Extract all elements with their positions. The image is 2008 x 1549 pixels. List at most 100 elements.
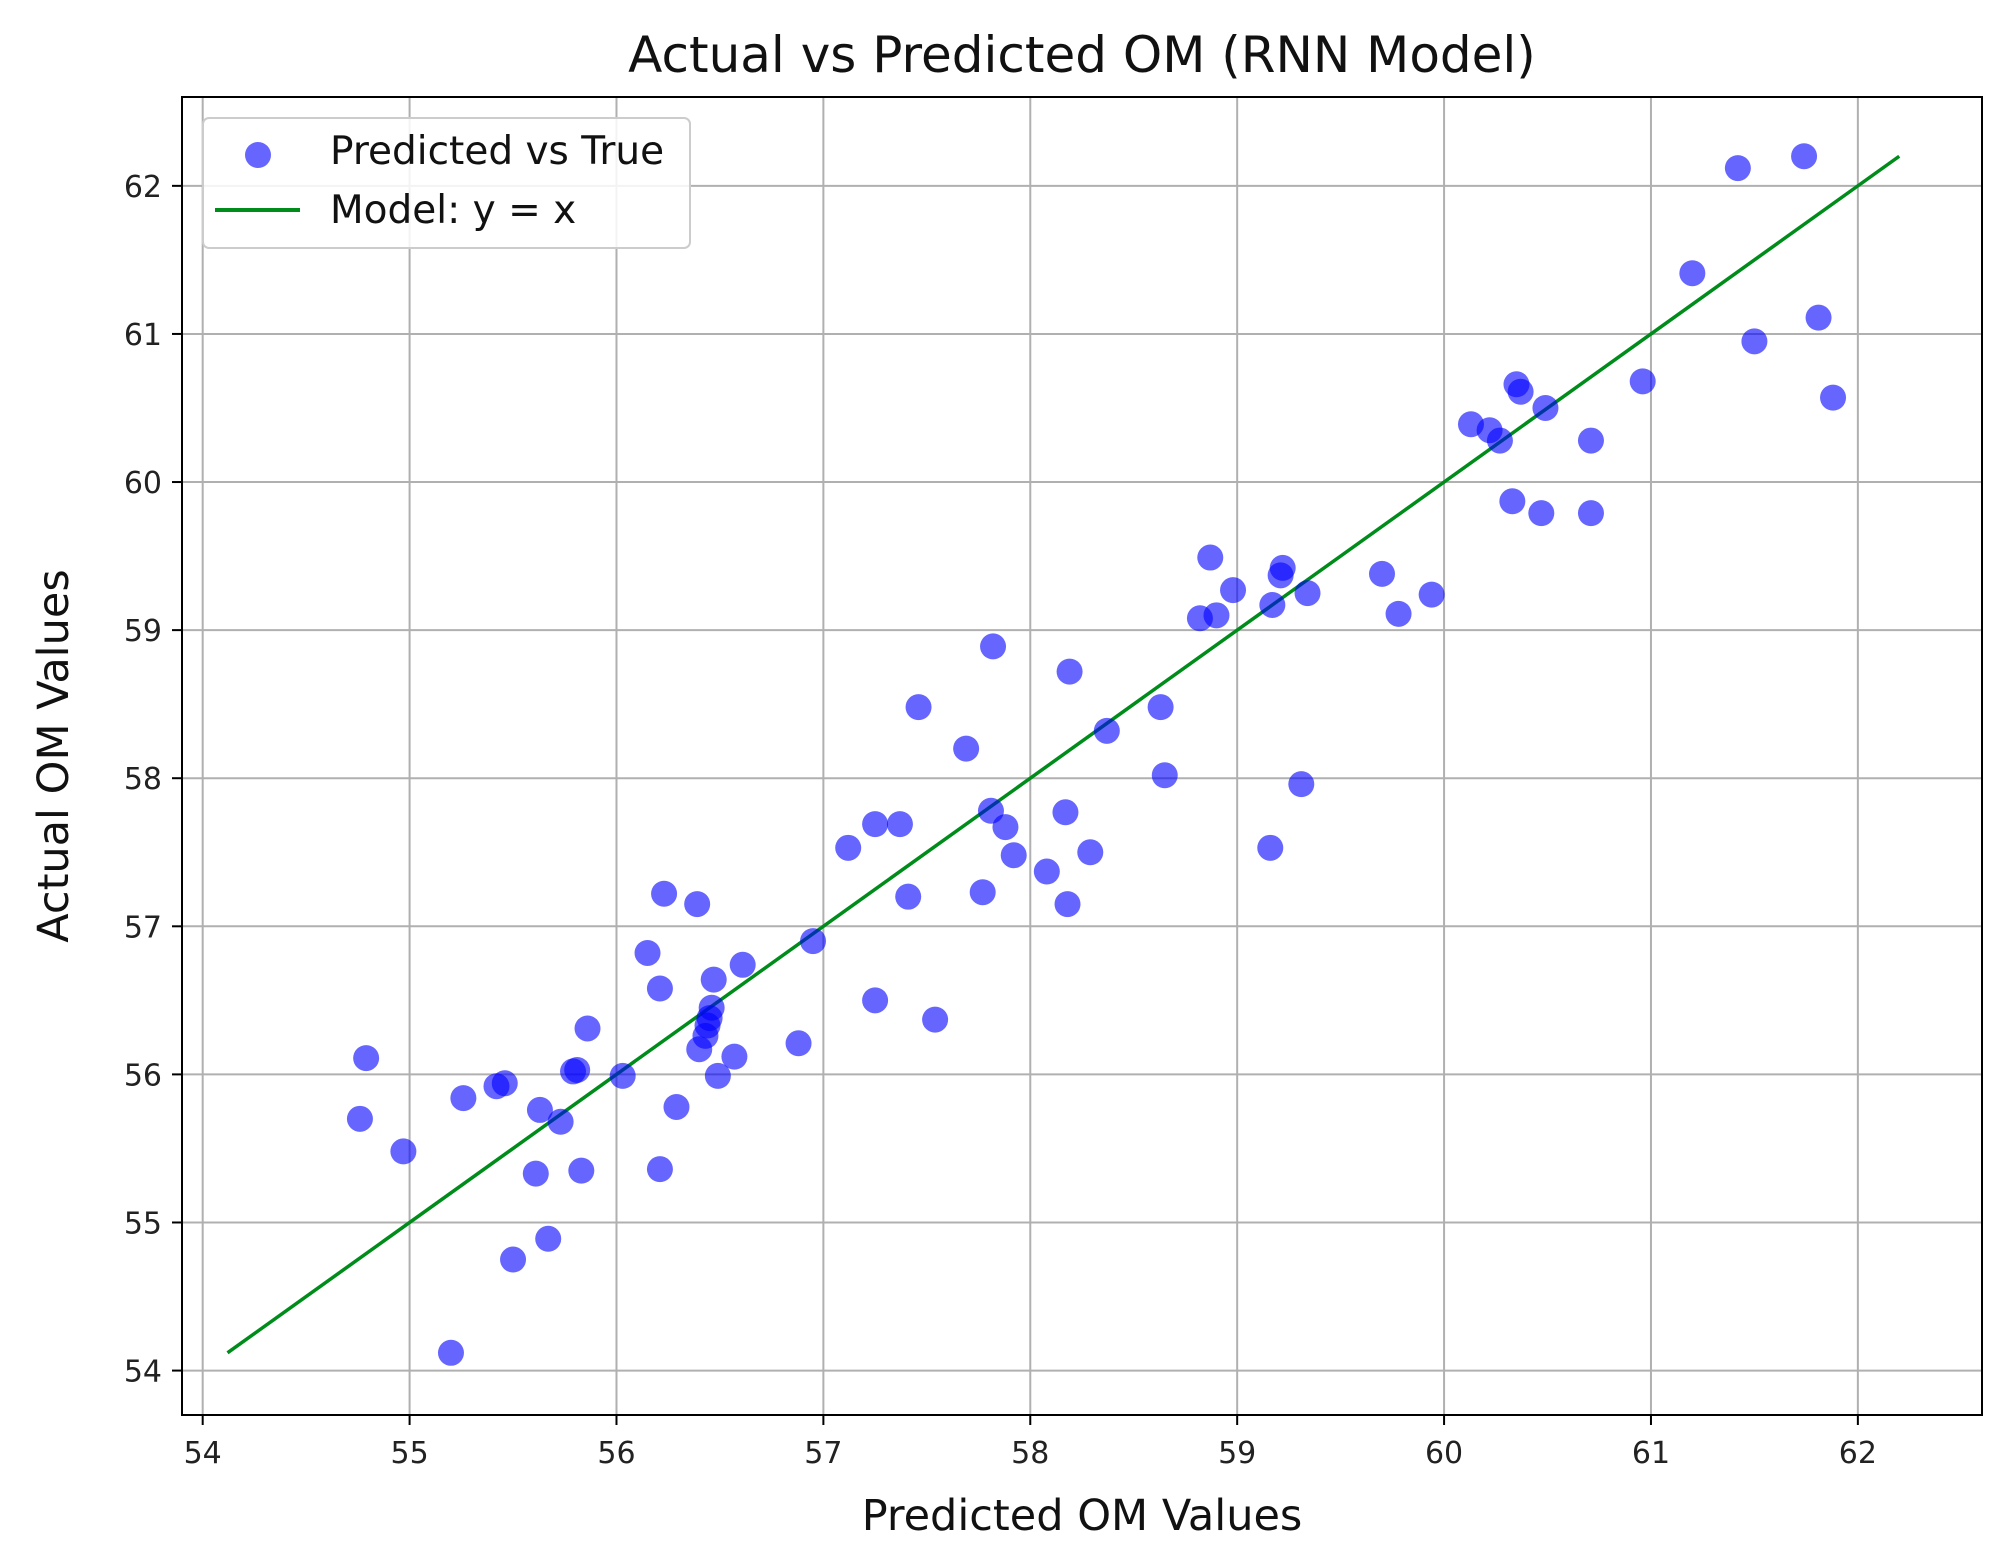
scatter-point — [437, 1339, 464, 1366]
y-tick-label: 61 — [124, 318, 162, 353]
scatter-point — [1507, 378, 1534, 405]
x-tick-label: 55 — [390, 1436, 428, 1471]
scatter-point — [353, 1045, 380, 1072]
scatter-point — [1151, 762, 1178, 789]
scatter-point — [1499, 488, 1526, 515]
scatter-point — [651, 880, 678, 907]
scatter-point — [1294, 580, 1321, 607]
legend: Predicted vs True Model: y = x — [202, 117, 691, 249]
x-tick-label: 61 — [1632, 1436, 1670, 1471]
scatter-point — [721, 1043, 748, 1070]
scatter-point — [1577, 500, 1604, 527]
scatter-point — [646, 1156, 673, 1183]
scatter-point — [526, 1096, 553, 1123]
scatter-point — [835, 834, 862, 861]
x-tick-label: 54 — [184, 1436, 222, 1471]
scatter-point — [704, 1062, 731, 1089]
scatter-point — [663, 1093, 690, 1120]
scatter-point — [346, 1105, 373, 1132]
y-axis-title: Actual OM Values — [29, 569, 79, 942]
scatter-point — [646, 975, 673, 1002]
scatter-point — [1257, 834, 1284, 861]
y-tick-label: 56 — [124, 1058, 162, 1093]
scatter-point — [1528, 500, 1555, 527]
scatter-point — [1741, 328, 1768, 355]
scatter-point — [491, 1070, 518, 1097]
y-tick-label: 58 — [124, 762, 162, 797]
scatter-point — [729, 951, 756, 978]
scatter-point — [800, 928, 827, 955]
scatter-point — [1077, 839, 1104, 866]
x-tick-label: 57 — [804, 1436, 842, 1471]
scatter-point — [1418, 581, 1445, 608]
scatter-point — [953, 735, 980, 762]
x-axis-title: Predicted OM Values — [862, 1491, 1303, 1541]
scatter-points — [346, 143, 1847, 1366]
x-tick-label: 56 — [597, 1436, 635, 1471]
scatter-point — [698, 994, 725, 1021]
scatter-point — [568, 1157, 595, 1184]
scatter-point — [1288, 771, 1315, 798]
scatter-point — [895, 883, 922, 910]
scatter-point — [785, 1030, 812, 1057]
scatter-point — [1820, 384, 1847, 411]
scatter-point — [450, 1085, 477, 1112]
y-tick-label: 55 — [124, 1206, 162, 1241]
y-tick-label: 57 — [124, 910, 162, 945]
legend-marker-point — [245, 142, 271, 168]
scatter-point — [500, 1246, 527, 1273]
y-axis-ticks: 54 55 56 57 58 59 60 61 62 — [124, 170, 182, 1390]
x-tick-label: 59 — [1218, 1436, 1256, 1471]
x-axis-ticks: 54 55 56 57 58 59 60 61 62 — [184, 1415, 1877, 1471]
scatter-point — [1054, 891, 1081, 918]
scatter-point — [1805, 304, 1832, 331]
scatter-point — [1033, 858, 1060, 885]
grid — [182, 97, 1982, 1415]
scatter-point — [992, 814, 1019, 841]
fit-line-layer — [226, 154, 1901, 1355]
scatter-point — [886, 811, 913, 838]
scatter-point — [862, 987, 889, 1014]
legend-box — [202, 117, 691, 249]
scatter-point — [1532, 394, 1559, 421]
scatter-point — [684, 891, 711, 918]
y-tick-label: 62 — [124, 170, 162, 205]
scatter-point — [1056, 658, 1083, 685]
scatter-point — [535, 1225, 562, 1252]
scatter-point — [1385, 600, 1412, 627]
scatter-point — [574, 1015, 601, 1042]
scatter-point — [609, 1062, 636, 1089]
legend-label-predicted: Predicted vs True — [330, 129, 664, 174]
y-tick-label: 60 — [124, 466, 162, 501]
x-tick-label: 58 — [1011, 1436, 1049, 1471]
scatter-point — [1724, 155, 1751, 182]
scatter-point — [1259, 591, 1286, 618]
x-tick-label: 62 — [1839, 1436, 1877, 1471]
y-tick-label: 59 — [124, 614, 162, 649]
legend-label-model: Model: y = x — [330, 188, 576, 233]
scatter-point — [1577, 427, 1604, 454]
scatter-point — [1000, 842, 1027, 869]
scatter-point — [969, 879, 996, 906]
y-tick-label: 54 — [124, 1355, 162, 1390]
scatter-point — [1269, 554, 1296, 581]
plot-frame — [181, 96, 1983, 1416]
scatter-point — [1679, 260, 1706, 287]
scatter-point — [980, 633, 1007, 660]
scatter-point — [1629, 368, 1656, 395]
scatter-point — [1369, 560, 1395, 587]
x-tick-label: 60 — [1425, 1436, 1463, 1471]
scatter-point — [1220, 577, 1247, 604]
scatter-point — [1791, 143, 1818, 170]
scatter-point — [547, 1108, 574, 1135]
scatter-point — [905, 694, 932, 721]
scatter-point — [922, 1006, 949, 1033]
scatter-point — [1093, 717, 1120, 744]
scatter-point — [564, 1056, 591, 1083]
scatter-point — [862, 811, 889, 838]
scatter-point — [1197, 544, 1224, 571]
chart-title: Actual vs Predicted OM (RNN Model) — [628, 26, 1536, 84]
